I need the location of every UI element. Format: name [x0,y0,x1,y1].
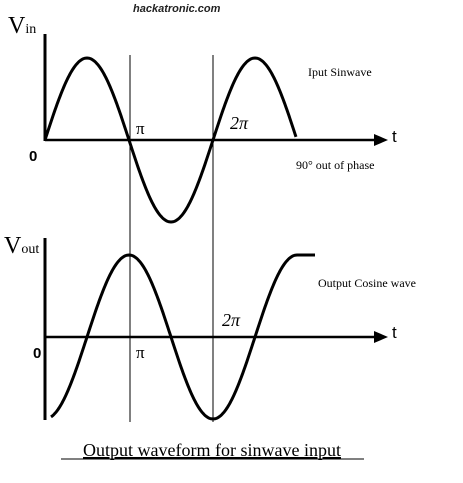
t-bottom: t [392,323,397,342]
input-label: Iput Sinwave [308,65,372,79]
vout-label: Vout [4,233,39,259]
pi-bottom: π [136,343,145,362]
cosine-wave [50,253,315,421]
two-pi-bottom: 2π [222,310,241,330]
output-label: Output Cosine wave [318,276,416,290]
vin-label: Vin [8,13,36,39]
pi-top: π [136,119,145,138]
arrow-top [374,134,388,146]
arrow-bottom [374,331,388,343]
caption: Output waveform for sinwave input [83,440,341,460]
two-pi-top: 2π [230,113,249,133]
watermark: hackatronic.com [133,3,221,15]
vin-symbol: V [8,13,26,39]
origin-top: 0 [29,148,37,165]
t-top: t [392,127,397,146]
vout-subscript: out [21,242,39,257]
sine-wave [43,56,298,224]
vout-symbol: V [4,233,22,259]
origin-bottom: 0 [33,345,41,362]
phase-note: 90° out of phase [296,158,374,172]
vin-subscript: in [25,22,36,37]
